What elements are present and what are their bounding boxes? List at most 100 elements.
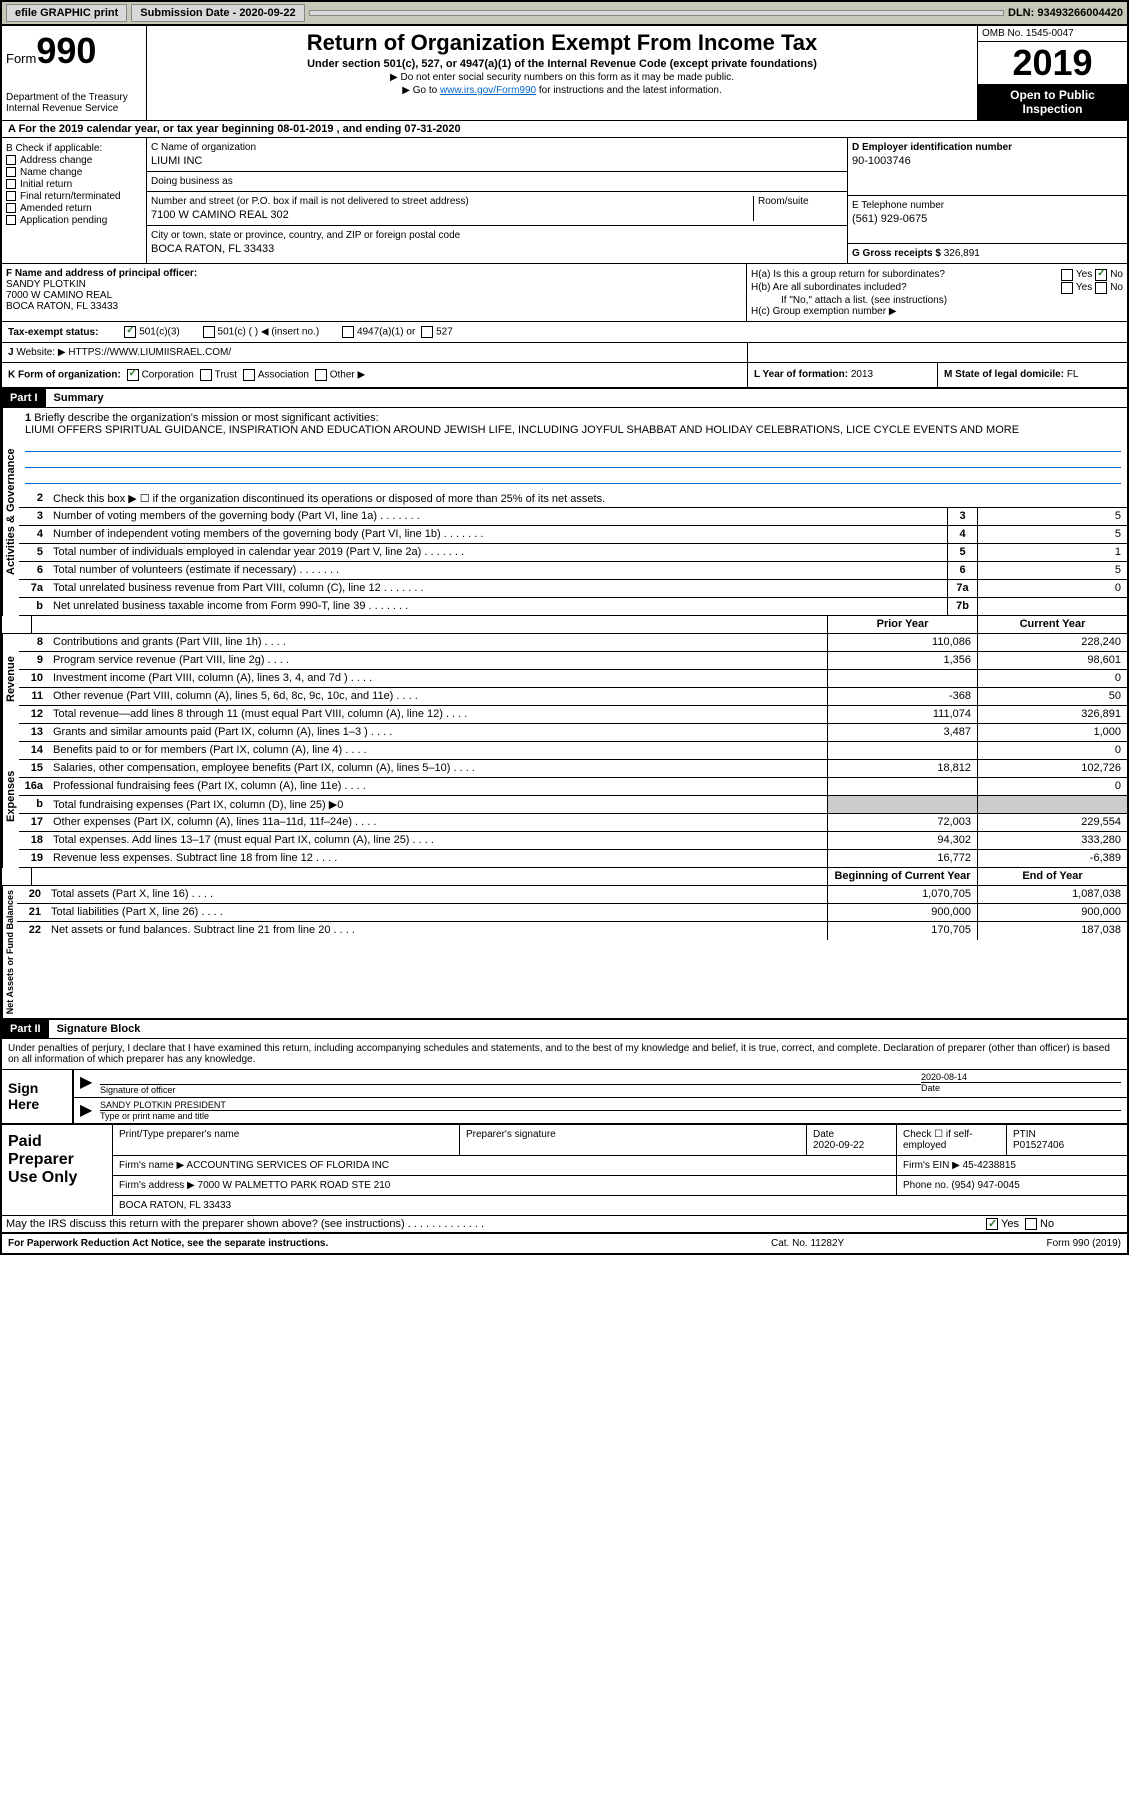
- cb-other[interactable]: [315, 369, 327, 381]
- officer-addr1: 7000 W CAMINO REAL: [6, 290, 742, 301]
- goto-pre: ▶ Go to: [402, 85, 440, 96]
- addr-box: Number and street (or P.O. box if mail i…: [147, 192, 847, 226]
- footer: For Paperwork Reduction Act Notice, see …: [2, 1233, 1127, 1253]
- topbar-spacer: [309, 10, 1004, 16]
- firm-value: ACCOUNTING SERVICES OF FLORIDA INC: [186, 1160, 389, 1171]
- firm-label: Firm's name ▶: [119, 1160, 184, 1171]
- omb-number: OMB No. 1545-0047: [978, 26, 1127, 42]
- website-row: J Website: ▶ HTTPS://WWW.LIUMIISRAEL.COM…: [2, 343, 1127, 363]
- form-header: Form990 Department of the Treasury Inter…: [2, 26, 1127, 121]
- line-8: 8Contributions and grants (Part VIII, li…: [19, 634, 1127, 652]
- officer-addr2: BOCA RATON, FL 33433: [6, 301, 742, 312]
- ein-label: D Employer identification number: [852, 142, 1123, 153]
- line-2: 2Check this box ▶ ☐ if the organization …: [19, 490, 1127, 508]
- efile-print-button[interactable]: efile GRAPHIC print: [6, 4, 127, 22]
- form-label: Form: [6, 51, 36, 66]
- ha-no[interactable]: [1095, 269, 1107, 281]
- k-label: K Form of organization:: [8, 370, 121, 381]
- cb-trust[interactable]: [200, 369, 212, 381]
- phone-label: E Telephone number: [852, 200, 1123, 211]
- hb-yes[interactable]: [1061, 282, 1073, 294]
- beg-year-hdr: Beginning of Current Year: [827, 868, 977, 885]
- phone-box: E Telephone number (561) 929-0675: [848, 196, 1127, 244]
- line-b: bTotal fundraising expenses (Part IX, co…: [19, 796, 1127, 814]
- cb-amended[interactable]: Amended return: [6, 203, 142, 214]
- box-b-label: B Check if applicable:: [6, 143, 142, 154]
- line-21: 21Total liabilities (Part X, line 26) . …: [17, 904, 1127, 922]
- cb-corp[interactable]: [127, 369, 139, 381]
- goto-note: ▶ Go to www.irs.gov/Form990 for instruct…: [151, 85, 973, 96]
- f-label: F Name and address of principal officer:: [6, 268, 742, 279]
- firm-addr2: BOCA RATON, FL 33433: [113, 1196, 1127, 1215]
- line-15: 15Salaries, other compensation, employee…: [19, 760, 1127, 778]
- prep-ptin: PTINP01527406: [1007, 1125, 1127, 1155]
- box-b: B Check if applicable: Address change Na…: [2, 138, 147, 263]
- city-value: BOCA RATON, FL 33433: [151, 243, 843, 255]
- col-headers-2: Beginning of Current Year End of Year: [2, 868, 1127, 886]
- prep-check[interactable]: Check ☐ if self-employed: [897, 1125, 1007, 1155]
- discuss-no[interactable]: [1025, 1218, 1037, 1230]
- prior-year-hdr: Prior Year: [827, 616, 977, 633]
- cb-final[interactable]: Final return/terminated: [6, 191, 142, 202]
- ein-value: 90-1003746: [852, 155, 1123, 167]
- dept-label: Department of the Treasury Internal Reve…: [6, 92, 142, 114]
- line-4: 4Number of independent voting members of…: [19, 526, 1127, 544]
- firm-phone-value: (954) 947-0045: [951, 1180, 1019, 1191]
- irs-link[interactable]: www.irs.gov/Form990: [440, 85, 536, 96]
- box-m: M State of legal domicile: FL: [937, 363, 1127, 387]
- cb-pending[interactable]: Application pending: [6, 215, 142, 226]
- dba-label: Doing business as: [151, 176, 843, 187]
- sig-officer-cell: Signature of officer: [100, 1084, 921, 1095]
- footer-mid: Cat. No. 11282Y: [771, 1238, 971, 1249]
- firm-phone-label: Phone no.: [903, 1180, 949, 1191]
- form-container: efile GRAPHIC print Submission Date - 20…: [0, 0, 1129, 1255]
- box-f: F Name and address of principal officer:…: [2, 264, 747, 321]
- hb-no[interactable]: [1095, 282, 1107, 294]
- net-body: 20Total assets (Part X, line 16) . . . .…: [17, 886, 1127, 1018]
- tax-label: Tax-exempt status:: [8, 327, 118, 338]
- line-18: 18Total expenses. Add lines 13–17 (must …: [19, 832, 1127, 850]
- ein-box: D Employer identification number 90-1003…: [848, 138, 1127, 196]
- trust-label: Trust: [215, 370, 237, 381]
- line-10: 10Investment income (Part VIII, column (…: [19, 670, 1127, 688]
- cb-501c3[interactable]: [124, 326, 136, 338]
- dba-box: Doing business as: [147, 172, 847, 192]
- revenue-section: Revenue 8Contributions and grants (Part …: [2, 634, 1127, 724]
- cb-527[interactable]: [421, 326, 433, 338]
- brief-label: Briefly describe the organization's miss…: [34, 412, 378, 424]
- cb-4947[interactable]: [342, 326, 354, 338]
- sig-date-label: Date: [921, 1082, 1121, 1093]
- cb-name[interactable]: Name change: [6, 167, 142, 178]
- line-9: 9Program service revenue (Part VIII, lin…: [19, 652, 1127, 670]
- submission-date-button[interactable]: Submission Date - 2020-09-22: [131, 4, 304, 22]
- line-19: 19Revenue less expenses. Subtract line 1…: [19, 850, 1127, 868]
- discuss-yes[interactable]: [986, 1218, 998, 1230]
- net-section: Net Assets or Fund Balances 20Total asse…: [2, 886, 1127, 1018]
- fh-section: F Name and address of principal officer:…: [2, 264, 1127, 322]
- hb-label: H(b) Are all subordinates included?: [751, 282, 1058, 294]
- summary-section: Activities & Governance 1 Briefly descri…: [2, 408, 1127, 616]
- cb-501c[interactable]: [203, 326, 215, 338]
- line-14: 14Benefits paid to or for members (Part …: [19, 742, 1127, 760]
- sig-arrow2-icon: ▶: [80, 1100, 100, 1121]
- cb-assoc[interactable]: [243, 369, 255, 381]
- box-l: L Year of formation: 2013: [747, 363, 937, 387]
- 4947-label: 4947(a)(1) or: [357, 327, 415, 338]
- end-year-hdr: End of Year: [977, 868, 1127, 885]
- period-line: A For the 2019 calendar year, or tax yea…: [2, 121, 1127, 138]
- line-13: 13Grants and similar amounts paid (Part …: [19, 724, 1127, 742]
- j-label: J: [8, 347, 14, 358]
- sig-arrow-icon: ▶: [80, 1072, 100, 1095]
- rev-vlabel: Revenue: [2, 634, 19, 724]
- gross-value: 326,891: [944, 248, 980, 259]
- sig-name-label: Type or print name and title: [100, 1110, 1121, 1121]
- cb-initial[interactable]: Initial return: [6, 179, 142, 190]
- line-3: 3Number of voting members of the governi…: [19, 508, 1127, 526]
- ein-value2: 45-4238815: [963, 1160, 1016, 1171]
- l-value: 2013: [851, 369, 873, 380]
- cb-address[interactable]: Address change: [6, 155, 142, 166]
- part1-num: Part I: [2, 389, 46, 407]
- website-value: HTTPS://WWW.LIUMIISRAEL.COM/: [68, 347, 231, 358]
- ha-yes[interactable]: [1061, 269, 1073, 281]
- tax-status-row: Tax-exempt status: 501(c)(3) 501(c) ( ) …: [2, 322, 1127, 343]
